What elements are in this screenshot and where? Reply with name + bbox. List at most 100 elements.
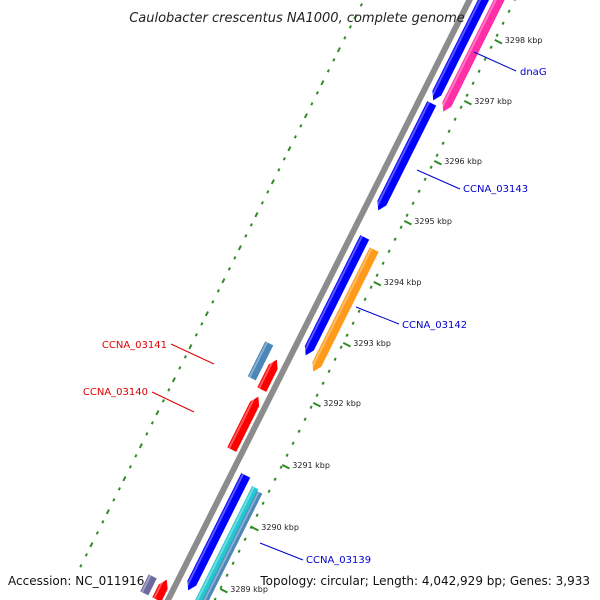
minor-tick bbox=[495, 33, 499, 38]
label-leader-line bbox=[170, 343, 215, 365]
minor-tick bbox=[429, 165, 433, 170]
topology-summary: Topology: circular; Length: 4,042,929 bp… bbox=[260, 574, 590, 588]
minor-tick bbox=[273, 477, 277, 482]
feature-magenta bbox=[439, 0, 505, 112]
minor-tick bbox=[447, 129, 451, 134]
gc-dot bbox=[101, 520, 105, 524]
gc-dot bbox=[303, 113, 308, 119]
gc-dot bbox=[216, 289, 220, 293]
minor-tick bbox=[459, 105, 463, 110]
feature-track bbox=[140, 0, 505, 600]
tick-label: 3291 kbp bbox=[292, 461, 330, 470]
gc-dot bbox=[244, 234, 248, 238]
major-tick bbox=[219, 587, 228, 594]
minor-tick bbox=[513, 0, 516, 2]
gc-dot bbox=[117, 487, 121, 491]
minor-tick bbox=[483, 57, 487, 62]
accession-text: Accession: NC_011916 bbox=[8, 574, 145, 588]
gc-dot bbox=[237, 245, 242, 251]
map-title: Caulobacter crescentus NA1000, complete … bbox=[129, 11, 465, 26]
minor-tick bbox=[405, 213, 409, 218]
gc-dot bbox=[138, 443, 143, 449]
minor-tick bbox=[441, 141, 445, 146]
minor-tick bbox=[399, 225, 403, 230]
minor-tick bbox=[471, 81, 475, 86]
feature-steel bbox=[247, 341, 274, 381]
minor-tick bbox=[417, 189, 421, 194]
tick-label: 3296 kbp bbox=[444, 157, 482, 166]
minor-tick bbox=[297, 429, 301, 434]
gc-dot bbox=[353, 14, 358, 20]
minor-tick bbox=[345, 333, 349, 338]
backbone-line bbox=[164, 0, 473, 600]
major-tick bbox=[312, 401, 321, 408]
gc-dot bbox=[299, 124, 303, 128]
gc-dot bbox=[183, 355, 187, 359]
minor-tick bbox=[369, 285, 373, 290]
minor-tick bbox=[285, 453, 289, 458]
minor-tick bbox=[465, 93, 469, 98]
label-leader-line bbox=[416, 169, 461, 190]
gc-dot bbox=[332, 58, 336, 62]
tick-label: 3290 kbp bbox=[261, 523, 299, 532]
minor-tick bbox=[333, 357, 337, 362]
feature-cyan bbox=[195, 486, 259, 600]
minor-tick bbox=[303, 417, 307, 422]
feature-orange bbox=[309, 247, 379, 372]
cds-forward bbox=[429, 0, 490, 101]
cds-forward bbox=[374, 101, 437, 211]
tick-label: 3298 kbp bbox=[505, 36, 543, 45]
major-tick bbox=[494, 38, 503, 45]
gc-dot bbox=[315, 91, 319, 95]
gc-dot bbox=[211, 300, 215, 304]
gene-label: CCNA_03142 bbox=[402, 320, 467, 331]
minor-tick bbox=[477, 69, 481, 74]
gc-dot bbox=[178, 366, 182, 370]
minor-tick bbox=[387, 249, 391, 254]
minor-tick bbox=[363, 297, 367, 302]
minor-tick bbox=[339, 345, 343, 350]
minor-tick bbox=[243, 537, 247, 542]
major-tick bbox=[281, 463, 290, 470]
major-tick bbox=[433, 159, 442, 166]
feature-steel bbox=[140, 574, 157, 596]
gc-dot bbox=[155, 410, 160, 416]
gene-label: dnaG bbox=[520, 67, 547, 78]
minor-tick bbox=[267, 489, 271, 494]
gc-dot bbox=[194, 333, 198, 337]
gc-dot bbox=[270, 179, 275, 185]
gc-dot bbox=[204, 311, 209, 317]
gc-dot bbox=[95, 531, 99, 535]
gc-dot bbox=[221, 278, 226, 284]
minor-tick bbox=[237, 549, 241, 554]
gc-dot bbox=[266, 190, 270, 194]
gc-dot bbox=[287, 146, 292, 152]
minor-tick bbox=[321, 381, 325, 386]
label-leader-line bbox=[259, 542, 304, 561]
major-tick bbox=[403, 219, 412, 226]
minor-tick bbox=[501, 21, 505, 26]
gc-dot bbox=[89, 542, 94, 548]
minor-tick bbox=[489, 45, 493, 50]
gc-dot bbox=[282, 157, 286, 161]
minor-tick bbox=[357, 309, 361, 314]
gc-dot bbox=[171, 377, 176, 383]
gc-dot bbox=[343, 36, 347, 40]
gc-dot bbox=[249, 223, 253, 227]
major-tick bbox=[373, 280, 382, 287]
gc-dot bbox=[293, 135, 297, 139]
gc-dot bbox=[320, 80, 325, 86]
gc-dot bbox=[359, 3, 363, 7]
cds-reverse bbox=[257, 357, 278, 392]
minor-tick bbox=[261, 501, 265, 506]
cds-reverse bbox=[227, 394, 260, 452]
gc-dot bbox=[161, 399, 165, 403]
gc-dot bbox=[326, 69, 330, 73]
gc-dot bbox=[188, 344, 193, 350]
gene-label: CCNA_03140 bbox=[83, 387, 148, 398]
minor-tick bbox=[309, 405, 313, 410]
gc-dot bbox=[84, 553, 88, 557]
minor-tick bbox=[231, 561, 235, 566]
tick-label: 3297 kbp bbox=[474, 97, 512, 106]
